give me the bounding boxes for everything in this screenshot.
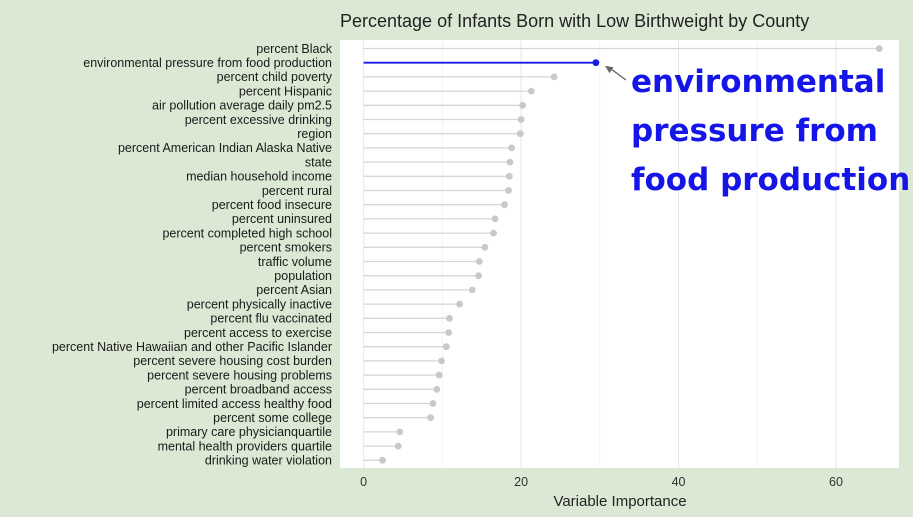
category-label: state bbox=[305, 155, 332, 169]
category-label: percent limited access healthy food bbox=[137, 397, 332, 411]
data-point bbox=[379, 456, 386, 464]
category-label: percent excessive drinking bbox=[185, 113, 332, 127]
data-point bbox=[491, 215, 499, 223]
category-label: percent severe housing problems bbox=[147, 368, 332, 382]
data-point bbox=[429, 400, 437, 407]
data-point bbox=[875, 45, 883, 52]
data-point bbox=[481, 243, 489, 251]
plot-panel bbox=[340, 40, 899, 468]
data-point bbox=[433, 385, 441, 393]
points bbox=[379, 45, 883, 464]
category-label: percent severe housing cost burden bbox=[133, 354, 332, 368]
data-point bbox=[435, 371, 443, 379]
category-label: region bbox=[297, 127, 332, 141]
category-label: percent Black bbox=[256, 42, 332, 56]
x-tick-label: 20 bbox=[514, 475, 528, 489]
x-tick-label: 0 bbox=[360, 475, 367, 489]
data-point bbox=[508, 144, 516, 152]
category-label: percent physically inactive bbox=[187, 297, 332, 311]
category-label: percent completed high school bbox=[162, 226, 332, 240]
category-label: environmental pressure from food product… bbox=[83, 56, 332, 70]
x-axis-label: Variable Importance bbox=[553, 493, 686, 510]
annotation-text: food production bbox=[631, 162, 910, 198]
data-point bbox=[475, 272, 482, 280]
category-label: percent American Indian Alaska Native bbox=[118, 141, 332, 155]
category-label: primary care physicianquartile bbox=[166, 425, 332, 439]
data-point bbox=[427, 414, 434, 422]
data-point bbox=[396, 428, 404, 436]
annotation-arrow bbox=[609, 67, 627, 81]
data-point bbox=[456, 300, 464, 308]
category-label: traffic volume bbox=[258, 255, 332, 269]
data-point bbox=[527, 87, 535, 95]
data-point bbox=[468, 286, 476, 294]
data-point bbox=[475, 258, 483, 265]
category-label: population bbox=[274, 269, 332, 283]
data-point bbox=[446, 314, 453, 322]
data-point bbox=[501, 201, 508, 209]
category-label: percent food insecure bbox=[212, 198, 332, 212]
x-tick-label: 60 bbox=[829, 475, 843, 489]
category-label: drinking water violation bbox=[205, 454, 332, 468]
data-point bbox=[394, 442, 402, 450]
stems bbox=[363, 47, 880, 461]
data-point bbox=[490, 229, 497, 237]
category-label: percent Native Hawaiian and other Pacifi… bbox=[52, 340, 332, 354]
category-label: median household income bbox=[186, 170, 332, 184]
data-point bbox=[519, 101, 527, 109]
category-label: mental health providers quartile bbox=[158, 439, 332, 453]
annotation-text: pressure from bbox=[631, 113, 878, 149]
category-label: percent some college bbox=[213, 411, 332, 425]
data-point bbox=[442, 343, 450, 351]
category-label: percent Asian bbox=[256, 283, 332, 297]
data-point bbox=[506, 158, 514, 166]
chart-title: Percentage of Infants Born with Low Birt… bbox=[340, 11, 809, 31]
data-point bbox=[505, 172, 513, 180]
data-point bbox=[516, 130, 524, 138]
x-tick-labels: 0 20 40 60 bbox=[360, 475, 843, 489]
annotation: environmental pressure from food productio… bbox=[604, 64, 910, 198]
data-point bbox=[505, 187, 512, 194]
grid-lines bbox=[363, 40, 837, 468]
data-point bbox=[438, 357, 445, 365]
category-label: air pollution average daily pm2.5 bbox=[152, 99, 332, 113]
category-label: percent smokers bbox=[240, 241, 332, 255]
data-point bbox=[445, 329, 453, 336]
annotation-arrowhead bbox=[604, 65, 614, 74]
data-point bbox=[592, 59, 600, 67]
category-label: percent broadband access bbox=[185, 383, 332, 397]
category-label: percent uninsured bbox=[232, 212, 332, 226]
category-label: percent flu vaccinated bbox=[210, 312, 332, 326]
category-label: percent rural bbox=[262, 184, 332, 198]
data-point bbox=[550, 73, 558, 81]
category-label: percent access to exercise bbox=[184, 326, 332, 340]
annotation-text: environmental bbox=[631, 64, 885, 100]
data-point bbox=[517, 116, 525, 123]
category-label: percent child poverty bbox=[217, 70, 333, 84]
category-label: percent Hispanic bbox=[239, 84, 332, 98]
x-tick-label: 40 bbox=[672, 475, 686, 489]
